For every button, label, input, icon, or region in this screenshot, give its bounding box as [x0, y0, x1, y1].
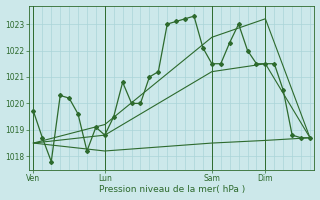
- X-axis label: Pression niveau de la mer( hPa ): Pression niveau de la mer( hPa ): [99, 185, 245, 194]
